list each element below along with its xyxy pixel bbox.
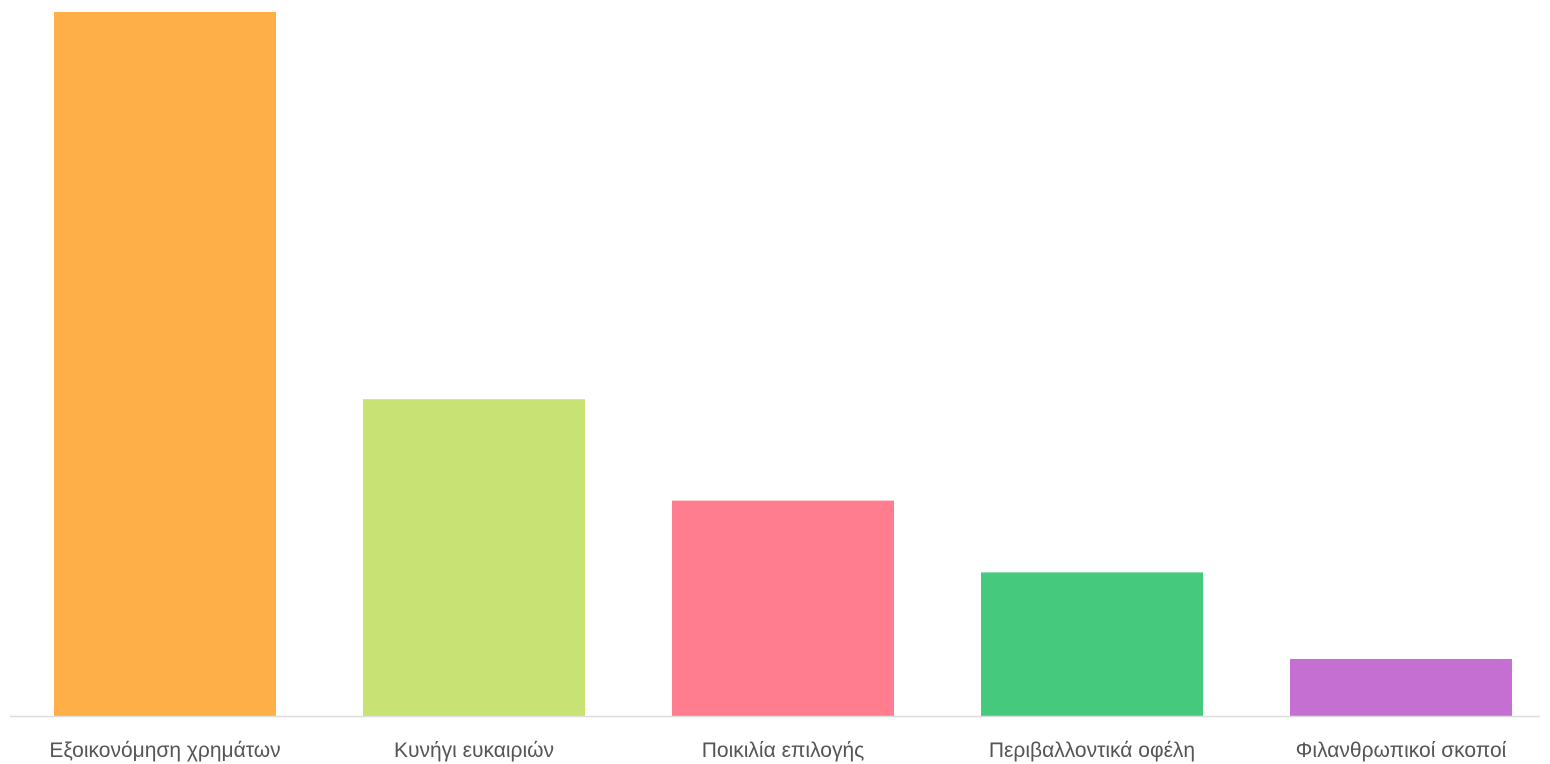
- bar-1[interactable]: [54, 12, 276, 716]
- x-tick-label-3: Ποικιλία επιλογής: [702, 739, 865, 762]
- x-tick-label-1: Εξοικονόμηση χρημάτων: [49, 739, 280, 762]
- x-tick-label-5: Φιλανθρωπικοί σκοποί: [1296, 739, 1507, 762]
- x-tick-labels: Εξοικονόμηση χρημάτων Κυνήγι ευκαιριών Ποι…: [49, 739, 1506, 762]
- bar-5[interactable]: [1290, 658, 1512, 716]
- x-tick-label-2: Κυνήγι ευκαιριών: [394, 739, 554, 762]
- bar-2[interactable]: [363, 399, 585, 716]
- x-tick-label-4: Περιβαλλοντικά οφέλη: [989, 739, 1195, 762]
- bars-group: [54, 12, 1512, 716]
- bar-3[interactable]: [672, 500, 894, 716]
- bar-4[interactable]: [981, 572, 1203, 716]
